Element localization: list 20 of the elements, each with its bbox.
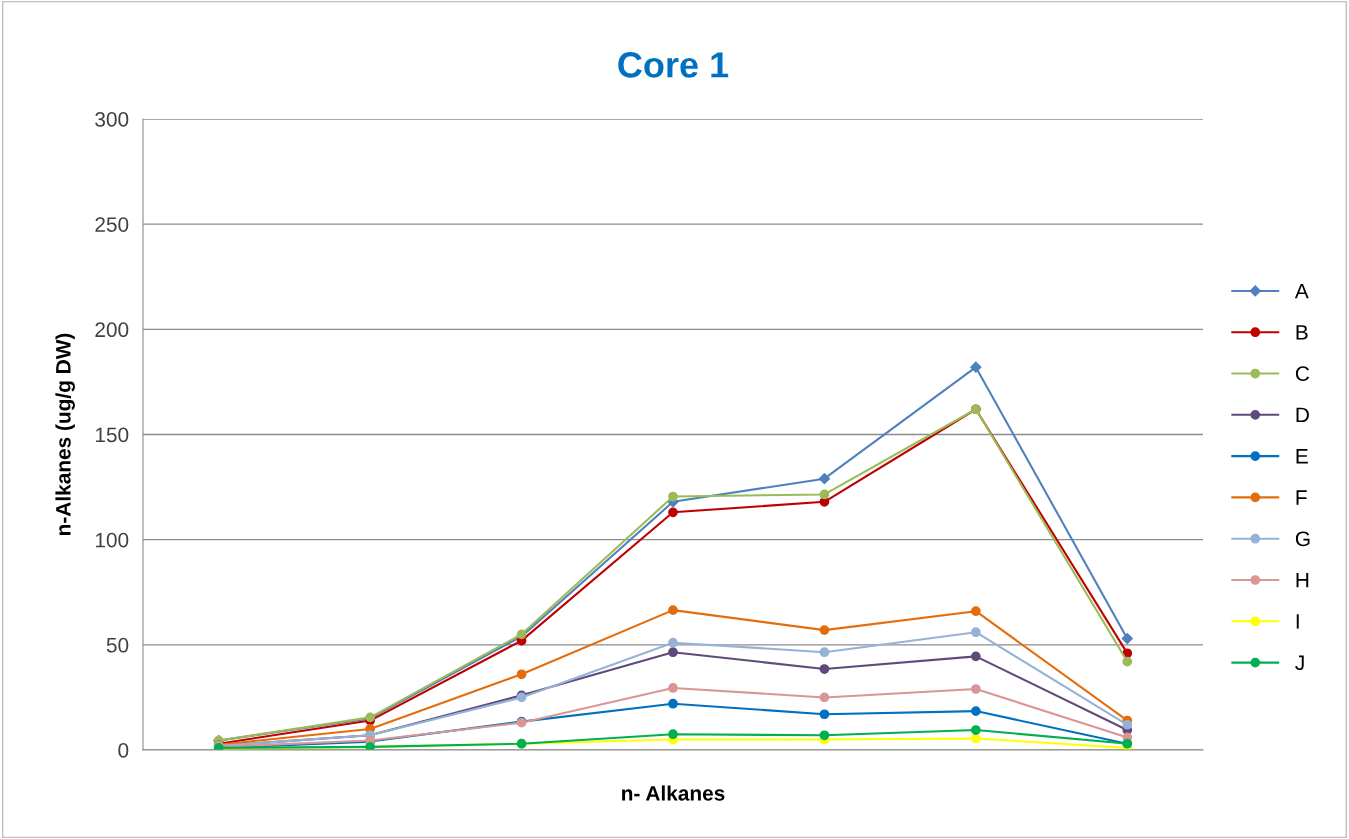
legend-label: H	[1296, 572, 1309, 588]
y-tick-label: 150	[95, 427, 129, 443]
y-tick-label: 250	[95, 217, 129, 232]
legend-label: J	[1295, 655, 1304, 671]
x-axis-title: n- Alkanes	[622, 785, 725, 801]
legend-label: A	[1294, 283, 1309, 299]
legend-label: F	[1296, 490, 1307, 505]
legend-label: D	[1296, 407, 1309, 423]
legend-label: E	[1296, 449, 1308, 464]
legend-label: I	[1296, 614, 1299, 629]
legend-label: G	[1295, 531, 1310, 547]
y-tick-label: 300	[95, 112, 129, 127]
y-tick-label: 50	[106, 637, 129, 653]
y-axis-title: n-Alkanes (ug/g DW)	[55, 333, 75, 535]
legend-label: B	[1296, 325, 1308, 340]
y-tick-label: 100	[95, 532, 129, 548]
legend-label: C	[1295, 366, 1310, 382]
chart-title: Core 1	[618, 52, 729, 78]
y-tick-label: 0	[118, 743, 129, 758]
y-tick-label: 200	[95, 322, 129, 338]
